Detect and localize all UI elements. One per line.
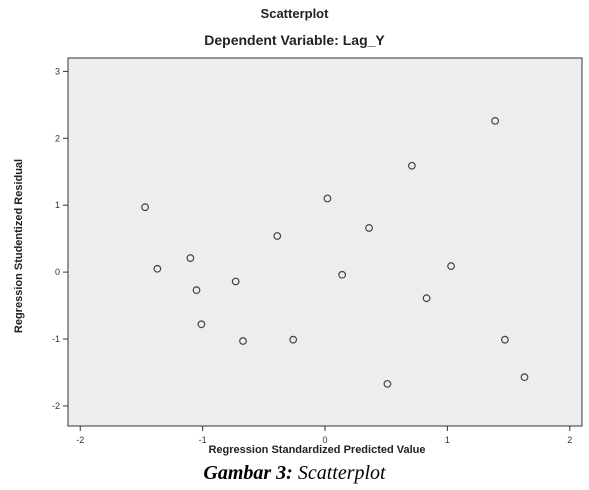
x-tick-label: -2 <box>76 435 84 445</box>
data-point <box>338 270 347 279</box>
caption-label: Gambar 3: <box>203 462 293 484</box>
y-tick-label: 2 <box>55 133 60 143</box>
data-point <box>231 277 240 286</box>
x-tick-label: 1 <box>445 435 450 445</box>
data-point <box>289 335 298 344</box>
caption-text: Scatterplot <box>297 462 386 484</box>
x-tick-label: -1 <box>199 435 207 445</box>
axes: -2 -1 0 1 2 -2 -1 0 1 2 3 <box>52 66 572 445</box>
data-point <box>422 294 431 303</box>
data-point <box>447 262 455 270</box>
data-point <box>197 320 206 329</box>
data-point <box>365 224 373 232</box>
data-points <box>141 116 529 388</box>
data-point <box>273 232 282 240</box>
y-tick-label: 1 <box>55 200 60 210</box>
y-tick-label: -2 <box>52 401 60 411</box>
scatterplot: -2 -1 0 1 2 -2 -1 0 1 2 3 Regression Standardized … <box>13 57 583 456</box>
y-tick-label: 0 <box>55 267 60 277</box>
data-point <box>520 373 529 382</box>
chart-subtitle: Dependent Variable: Lag_Y <box>204 32 385 48</box>
data-point <box>153 264 162 273</box>
x-tick-label: 0 <box>322 435 327 445</box>
y-tick-label: -1 <box>52 334 60 344</box>
x-axis-label: Regression Standardized Predicted Value <box>208 444 425 456</box>
data-point <box>501 335 509 344</box>
y-tick-label: 3 <box>55 66 60 76</box>
data-point <box>383 379 392 388</box>
data-point <box>491 116 500 125</box>
chart-title: Scatterplot <box>260 6 329 21</box>
data-point <box>186 254 195 262</box>
data-point <box>192 286 201 295</box>
data-point <box>407 161 416 170</box>
data-point <box>239 337 247 345</box>
plot-area <box>67 57 583 427</box>
data-point <box>323 194 332 203</box>
x-tick-label: 2 <box>567 435 572 445</box>
figure-caption: Gambar 3: Scatterplot <box>0 462 589 485</box>
data-point <box>141 203 150 212</box>
y-axis-label: Regression Studentized Residual <box>13 159 25 333</box>
